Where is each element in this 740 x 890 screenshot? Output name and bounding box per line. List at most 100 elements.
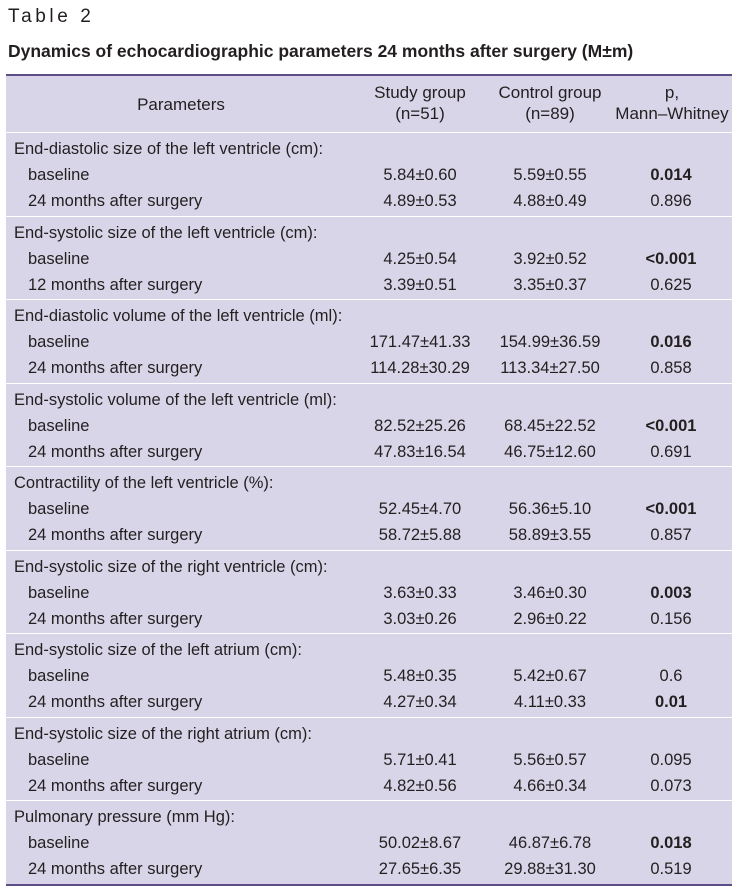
table-title: Dynamics of echocardiographic parameters… (8, 41, 634, 61)
header-study-group-name: Study group (374, 83, 466, 102)
row-label: 24 months after surgery (28, 192, 203, 210)
row-label: baseline (28, 667, 90, 685)
study-group-value: 50.02±8.67 (378, 834, 462, 852)
header-p-test: Mann–Whitney (615, 104, 729, 123)
p-value: 0.018 (650, 834, 692, 852)
study-group-value: 3.63±0.33 (383, 583, 457, 602)
header-parameters: Parameters (137, 95, 225, 114)
study-group-value: 82.52±25.26 (374, 416, 466, 435)
parameter-group: End-systolic size of the left ventricle … (6, 217, 732, 300)
control-group-value: 113.34±27.50 (500, 359, 600, 377)
control-group-value: 68.45±22.52 (504, 416, 596, 435)
table-body: End-diastolic size of the left ventricle… (6, 133, 732, 884)
p-value: 0.156 (650, 609, 692, 628)
parameter-group: End-systolic volume of the left ventricl… (6, 384, 732, 467)
table-caption: Table 2 (8, 6, 95, 27)
p-value: 0.896 (650, 192, 692, 210)
parameter-group: End-systolic size of the right ventricle… (6, 551, 732, 634)
row-label: 24 months after surgery (28, 526, 203, 544)
header-control-group: Control group (n=89) (490, 82, 610, 124)
parameter-title: End-diastolic volume of the left ventric… (14, 307, 343, 325)
p-value: 0.625 (650, 275, 692, 294)
header-study-group: Study group (n=51) (360, 82, 480, 124)
row-label: 24 months after surgery (28, 693, 203, 711)
parameter-title: End-systolic volume of the left ventricl… (14, 390, 337, 409)
parameter-title: Pulmonary pressure (mm Hg): (14, 808, 235, 826)
parameter-title: End-systolic size of the right ventricle… (14, 557, 328, 576)
control-group-value: 4.66±0.34 (513, 776, 587, 795)
study-group-value: 5.84±0.60 (383, 166, 457, 184)
header-study-group-n: (n=51) (395, 104, 445, 123)
control-group-value: 5.59±0.55 (513, 166, 587, 184)
control-group-value: 4.11±0.33 (513, 693, 587, 711)
header-p-value: p, Mann–Whitney (612, 82, 732, 124)
control-group-value: 3.92±0.52 (513, 249, 587, 268)
study-group-value: 4.27±0.34 (383, 693, 457, 711)
header-p-label: p, (664, 83, 680, 102)
p-value: 0.857 (650, 526, 692, 544)
study-group-value: 4.82±0.56 (383, 776, 457, 795)
study-group-value: 52.45±4.70 (378, 500, 462, 518)
parameter-group: Contractility of the left ventricle (%):… (6, 467, 732, 551)
row-label: 12 months after surgery (28, 275, 203, 294)
parameter-title: Contractility of the left ventricle (%): (14, 474, 274, 492)
parameter-group: End-diastolic size of the left ventricle… (6, 133, 732, 217)
p-value: 0.073 (650, 776, 692, 795)
parameter-group: Pulmonary pressure (mm Hg): baseline 50.02… (6, 801, 732, 884)
p-value: <0.001 (645, 416, 697, 435)
parameter-title: End-systolic size of the left atrium (cm… (14, 641, 302, 659)
p-value: 0.6 (659, 667, 683, 685)
study-group-value: 27.65±6.35 (378, 860, 462, 878)
control-group-value: 5.42±0.67 (513, 667, 587, 685)
parameter-title: End-diastolic size of the left ventricle… (14, 140, 324, 158)
study-group-value: 4.25±0.54 (383, 249, 457, 268)
row-label: baseline (28, 750, 90, 769)
header-control-group-n: (n=89) (525, 104, 575, 123)
p-value: 0.003 (650, 583, 692, 602)
row-label: baseline (28, 583, 90, 602)
row-label: baseline (28, 333, 90, 351)
study-group-value: 114.28±30.29 (370, 359, 470, 377)
parameter-group: End-systolic size of the left atrium (cm… (6, 634, 732, 718)
p-value: 0.016 (650, 333, 692, 351)
table-header: Parameters Study group (n=51) Control gr… (6, 76, 732, 133)
row-label: baseline (28, 249, 90, 268)
control-group-value: 5.56±0.57 (513, 750, 587, 769)
p-value: 0.858 (650, 359, 692, 377)
control-group-value: 154.99±36.59 (499, 333, 601, 351)
control-group-value: 56.36±5.10 (508, 500, 592, 518)
parameter-group: End-diastolic volume of the left ventric… (6, 300, 732, 384)
control-group-value: 46.75±12.60 (504, 442, 596, 461)
p-value: 0.014 (650, 166, 692, 184)
row-label: baseline (28, 416, 90, 435)
control-group-value: 2.96±0.22 (513, 609, 587, 628)
study-group-value: 58.72±5.88 (378, 526, 462, 544)
row-label: baseline (28, 166, 90, 184)
study-group-value: 3.39±0.51 (383, 275, 457, 294)
control-group-value: 4.88±0.49 (513, 192, 587, 210)
p-value: <0.001 (645, 500, 697, 518)
row-label: 24 months after surgery (28, 776, 203, 795)
study-group-value: 47.83±16.54 (374, 442, 466, 461)
p-value: 0.519 (650, 860, 692, 878)
results-table: Parameters Study group (n=51) Control gr… (6, 74, 732, 886)
header-control-group-name: Control group (498, 83, 602, 102)
study-group-value: 5.48±0.35 (383, 667, 457, 685)
study-group-value: 4.89±0.53 (383, 192, 457, 210)
row-label: 24 months after surgery (28, 609, 203, 628)
row-label: 24 months after surgery (28, 359, 203, 377)
row-label: 24 months after surgery (28, 860, 203, 878)
parameter-title: End-systolic size of the left ventricle … (14, 223, 318, 242)
parameter-title: End-systolic size of the right atrium (c… (14, 724, 312, 743)
p-value: 0.01 (654, 693, 688, 711)
control-group-value: 29.88±31.30 (504, 860, 596, 878)
study-group-value: 5.71±0.41 (383, 750, 457, 769)
control-group-value: 58.89±3.55 (508, 526, 592, 544)
row-label: 24 months after surgery (28, 442, 203, 461)
p-value: <0.001 (645, 249, 697, 268)
p-value: 0.095 (650, 750, 692, 769)
control-group-value: 3.46±0.30 (513, 583, 587, 602)
row-label: baseline (28, 834, 90, 852)
control-group-value: 3.35±0.37 (513, 275, 587, 294)
row-label: baseline (28, 500, 90, 518)
